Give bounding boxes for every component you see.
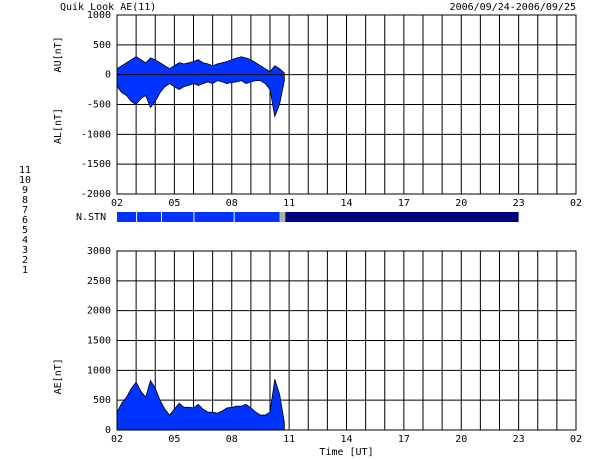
legend-label: 9 — [22, 185, 28, 196]
legend-label: 10 — [19, 175, 31, 186]
y-tick-label: 2500 — [87, 276, 111, 287]
legend-label: 8 — [22, 195, 28, 206]
x-tick-label: 20 — [455, 434, 467, 445]
station-segment — [117, 212, 137, 222]
y-axis-label: AE[nT] — [53, 358, 64, 394]
chart-title: Quik Look AE(11) — [60, 2, 156, 13]
y-tick-label: 0 — [105, 425, 111, 436]
station-segment — [161, 212, 194, 222]
x-tick-label: 05 — [168, 198, 180, 209]
station-segment — [234, 212, 280, 222]
y-tick-label: 2000 — [87, 306, 111, 317]
legend-label: 3 — [22, 245, 28, 256]
x-tick-label: 02 — [111, 198, 123, 209]
y-tick-label: 1500 — [87, 336, 111, 347]
x-tick-label: 17 — [398, 434, 410, 445]
x-tick-label: 11 — [283, 198, 295, 209]
y-tick-label: -1000 — [81, 129, 111, 140]
x-tick-label: 14 — [340, 434, 352, 445]
y-tick-label: 500 — [93, 40, 111, 51]
y-tick-label: 0 — [105, 70, 111, 81]
x-axis-label: Time [UT] — [319, 447, 373, 458]
y-tick-label: 1000 — [87, 365, 111, 376]
x-tick-label: 23 — [513, 434, 525, 445]
legend-label: 4 — [22, 235, 28, 246]
y-tick-label: 500 — [93, 395, 111, 406]
x-tick-label: 05 — [168, 434, 180, 445]
x-tick-label: 17 — [398, 198, 410, 209]
date-range: 2006/09/24-2006/09/25 — [450, 2, 576, 13]
x-tick-label: 20 — [455, 198, 467, 209]
y-tick-label: -2000 — [81, 189, 111, 200]
legend-label: 2 — [22, 255, 28, 266]
area — [116, 379, 285, 431]
legend-label: 7 — [22, 205, 28, 216]
x-tick-label: 02 — [570, 198, 582, 209]
band-label: N.STN — [76, 212, 106, 223]
station-segment — [285, 212, 519, 222]
station-segment — [279, 212, 286, 222]
y-tick-label: 1000 — [87, 10, 111, 21]
x-tick-label: 11 — [283, 434, 295, 445]
x-tick-label: 14 — [340, 198, 352, 209]
legend-label: 6 — [22, 215, 28, 226]
legend-label: 5 — [22, 225, 28, 236]
area — [116, 56, 285, 76]
y-tick-label: -500 — [87, 100, 111, 111]
y-axis-label: AL[nT] — [53, 108, 64, 144]
y-tick-label: -1500 — [81, 159, 111, 170]
plot-frame — [116, 14, 577, 195]
x-tick-label: 02 — [570, 434, 582, 445]
station-segment — [194, 212, 234, 222]
x-tick-label: 08 — [226, 198, 238, 209]
plot-frame — [116, 250, 577, 431]
legend-label: 11 — [19, 165, 31, 176]
station-segment — [137, 212, 161, 222]
x-tick-label: 02 — [111, 434, 123, 445]
x-tick-label: 08 — [226, 434, 238, 445]
x-tick-label: 23 — [513, 198, 525, 209]
y-tick-label: 3000 — [87, 246, 111, 257]
area — [116, 74, 285, 118]
legend-label: 1 — [22, 265, 28, 276]
y-axis-label: AU[nT] — [53, 36, 64, 72]
